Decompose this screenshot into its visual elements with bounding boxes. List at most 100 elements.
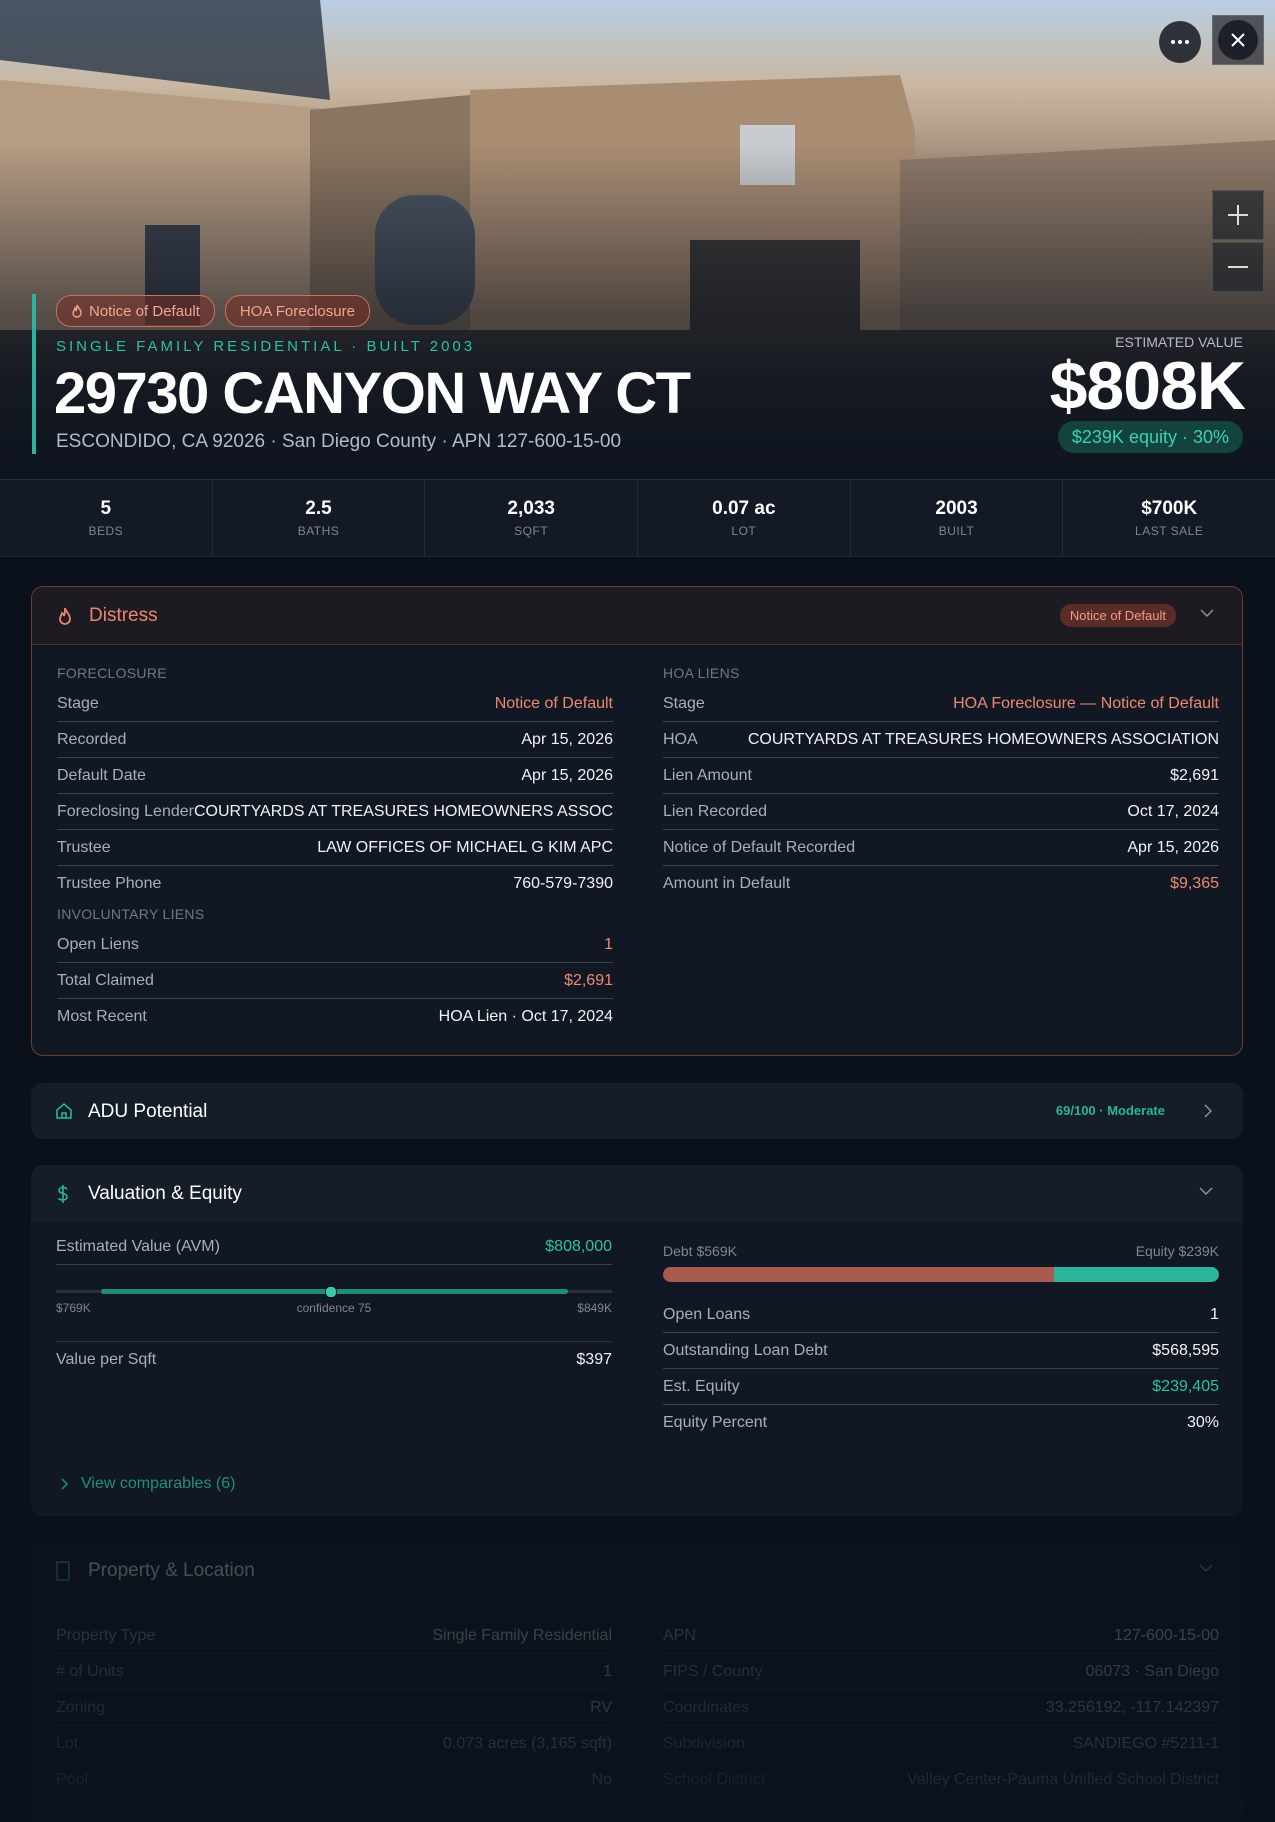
stats-bar: 5 BEDS 2.5 BATHS 2,033 SQFT 0.07 ac LOT 2003 BUIL… — [0, 479, 1275, 557]
view-comparables[interactable]: View comparables (6) — [61, 1475, 235, 1493]
row-value: $568,595 — [1152, 1341, 1219, 1359]
badge-text: HOA Foreclosure — [239, 302, 355, 320]
rows: Value per Sqft $397 — [56, 1342, 612, 1378]
value-label: ESTIMATED VALUE — [1115, 334, 1243, 350]
rows: Stage HOA Foreclosure — Notice of Default… — [663, 686, 1219, 902]
row-value: No — [591, 1771, 612, 1788]
valuation-header[interactable]: Valuation & Equity — [31, 1165, 1243, 1222]
row: Stage Notice of Default — [57, 686, 613, 722]
slider-labels: $769K confidence 75 $849K — [56, 1301, 612, 1315]
row: Open Liens 1 — [57, 927, 613, 963]
card-title: Valuation & Equity — [88, 1182, 242, 1204]
row: Zoning RV — [56, 1690, 612, 1726]
distress-header[interactable]: Distress Notice of Default — [32, 587, 1242, 645]
close-icon — [1231, 33, 1245, 47]
row-value: 1 — [604, 935, 613, 953]
row-label: # of Units — [56, 1662, 124, 1680]
building-icon — [56, 1561, 70, 1581]
range-low: $769K — [56, 1301, 91, 1315]
row-label: Property Type — [56, 1626, 156, 1644]
row-value: LAW OFFICES OF MICHAEL G KIM APC — [317, 838, 613, 856]
more-button[interactable] — [1159, 21, 1201, 63]
adu-header: ADU Potential 69/100 · Moderate — [31, 1083, 1243, 1139]
badge-list: Notice of Default HOA Foreclosure — [56, 295, 370, 327]
row-value: Oct 17, 2024 — [1127, 802, 1219, 820]
involuntary-liens-section: INVOLUNTARY LIENS Open Liens 1 Total Claime… — [57, 901, 613, 1035]
row: Amount in Default $9,365 — [663, 866, 1219, 902]
row: Coordinates 33.256192, -117.142397 — [663, 1690, 1219, 1726]
row-label: Open Liens — [57, 935, 139, 953]
row: Pool No — [56, 1762, 612, 1798]
row-value: $397 — [576, 1351, 612, 1368]
foreclosure-section: FORECLOSURE Stage Notice of Default Recorde… — [57, 660, 613, 902]
property-left: Property Type Single Family Residential # … — [56, 1618, 612, 1798]
row-label: HOA — [663, 730, 698, 748]
row-label: Foreclosing Lender — [57, 802, 194, 820]
zoom-in[interactable] — [1212, 190, 1264, 240]
row-value: 1 — [603, 1662, 612, 1680]
row: Most Recent HOA Lien · Oct 17, 2024 — [57, 999, 613, 1035]
stat-value: 0.07 ac — [712, 498, 776, 519]
row: Stage HOA Foreclosure — Notice of Default — [663, 686, 1219, 722]
row: APN 127-600-15-00 — [663, 1618, 1219, 1654]
row-label: Zoning — [56, 1698, 105, 1716]
row-label: Est. Equity — [663, 1377, 740, 1395]
stat-label: LOT — [731, 524, 757, 538]
property-header[interactable]: Property & Location — [31, 1542, 1243, 1599]
stat-label: BEDS — [88, 524, 124, 538]
row-label: Default Date — [57, 766, 146, 784]
stat: 2,033 SQFT — [425, 480, 639, 556]
row-label: FIPS / County — [663, 1662, 763, 1680]
stat-label: LAST SALE — [1135, 524, 1204, 538]
row-label: Stage — [57, 694, 99, 712]
flame-icon — [59, 607, 71, 625]
row: Est. Equity $239,405 — [663, 1369, 1219, 1405]
flame-icon — [72, 304, 82, 318]
rows: Stage Notice of Default Recorded Apr 15, 20… — [57, 686, 613, 902]
section-heading: FORECLOSURE — [57, 665, 167, 681]
row: HOA COURTYARDS AT TREASURES HOMEOWNERS AS… — [663, 722, 1219, 758]
row-value: $239,405 — [1152, 1377, 1219, 1395]
row: Value per Sqft $397 — [56, 1342, 612, 1378]
hero-shade — [0, 0, 1275, 479]
row-label: Estimated Value (AVM) — [56, 1237, 220, 1255]
zoom-out[interactable] — [1212, 242, 1264, 292]
subtitle: SINGLE FAMILY RESIDENTIAL · BUILT 2003 — [56, 338, 476, 355]
stat-label: SQFT — [514, 524, 549, 538]
card-title: Property & Location — [88, 1559, 255, 1581]
hoa-liens-section: HOA LIENS Stage HOA Foreclosure — Notice o… — [663, 660, 1219, 902]
row-label: School District — [663, 1771, 766, 1788]
row-value: RV — [590, 1698, 612, 1716]
more-icon — [1171, 40, 1189, 44]
row-label: Pool — [56, 1771, 89, 1788]
row-label: Value per Sqft — [56, 1351, 157, 1368]
row-value: 30% — [1186, 1414, 1219, 1431]
row: Trustee Phone 760-579-7390 — [57, 866, 613, 902]
adu-card[interactable]: ADU Potential 69/100 · Moderate — [31, 1083, 1243, 1139]
property-right: APN 127-600-15-00 FIPS / County 06073 · San… — [663, 1618, 1219, 1798]
row-value: $2,691 — [1170, 766, 1219, 784]
stat-label: BATHS — [297, 524, 340, 538]
link-text: View comparables (6) — [81, 1475, 236, 1492]
row: Notice of Default Recorded Apr 15, 2026 — [663, 830, 1219, 866]
row-value: HOA Foreclosure — Notice of Default — [953, 694, 1219, 712]
close-button[interactable] — [1212, 15, 1264, 65]
address: ESCONDIDO, CA 92026 · San Diego County ·… — [56, 431, 622, 452]
row-value: Valley Center-Pauma Unified School Distr… — [907, 1771, 1219, 1788]
row-label: Trustee Phone — [57, 875, 162, 892]
hero-photo — [0, 0, 1275, 479]
section-heading: HOA LIENS — [663, 665, 740, 681]
dollar-icon — [57, 1185, 68, 1203]
status-badge: HOA Foreclosure — [224, 295, 370, 327]
chevron — [1200, 609, 1214, 618]
row: Trustee LAW OFFICES OF MICHAEL G KIM APC — [57, 830, 613, 866]
chevron — [1199, 1564, 1213, 1573]
row: Lot 0.073 acres (3,165 sqft) — [56, 1726, 612, 1762]
row-label: Lot — [56, 1734, 79, 1752]
confidence: confidence 75 — [296, 1301, 372, 1315]
row: Subdivision SANDIEGO #5211-1 — [663, 1726, 1219, 1762]
chevron — [1204, 1104, 1213, 1118]
row-label: Coordinates — [663, 1698, 750, 1716]
debt-equity-labels: Debt $569K Equity $239K — [663, 1243, 1219, 1259]
row-label: Equity Percent — [663, 1414, 768, 1431]
